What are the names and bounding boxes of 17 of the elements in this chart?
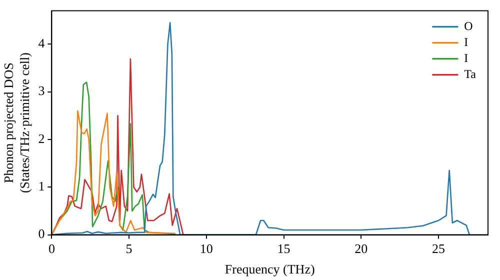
x-axis-title: Frequency (THz) [224,262,315,277]
y-tick-label: 2 [38,130,45,146]
x-tick-label: 10 [200,241,213,256]
x-tick-label: 15 [277,241,290,256]
x-tick-label: 25 [432,241,445,256]
y-tick-label: 1 [38,178,45,194]
legend-label: I [464,34,468,49]
legend-label: Ta [464,66,477,81]
legend-label: I [464,50,468,65]
y-tick-label: 4 [38,36,46,51]
x-tick-label: 0 [48,241,55,256]
y-tick-label: 3 [38,83,45,98]
x-tick-label: 20 [354,241,368,256]
y-axis-title: Phonon projected DOS (States/THz·primitive cell) [1,52,32,194]
legend-label: O [464,18,474,33]
x-tick-label: 5 [126,241,132,256]
y-tick-label: 0 [38,226,45,242]
